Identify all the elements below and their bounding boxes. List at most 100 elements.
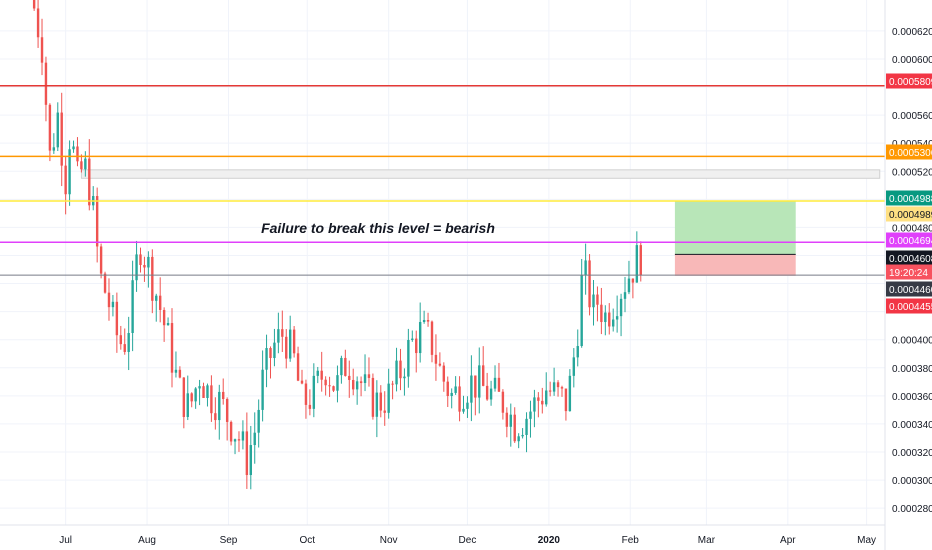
- candle-body: [143, 264, 146, 268]
- candle-body: [548, 390, 552, 392]
- price-label-bg: [886, 144, 932, 160]
- x-tick-label: Dec: [459, 535, 477, 546]
- candle-body: [48, 104, 52, 151]
- candle-body: [127, 332, 130, 352]
- candle-body: [174, 369, 178, 373]
- candle-body: [324, 379, 327, 386]
- candle-body: [304, 383, 308, 405]
- candle-body: [359, 381, 363, 384]
- loss-zone[interactable]: [674, 254, 796, 276]
- candle-body: [615, 316, 619, 320]
- candle-body: [123, 344, 126, 352]
- candle-body: [611, 319, 615, 327]
- candle-body: [285, 336, 288, 359]
- candle-body: [139, 254, 142, 265]
- candle-body: [115, 301, 119, 336]
- candle-body: [588, 260, 591, 308]
- horizontal-levels[interactable]: [0, 85, 885, 276]
- candle-body: [450, 392, 453, 397]
- price-label-bg: [886, 281, 932, 297]
- candle-body: [418, 321, 422, 354]
- candle-body: [352, 379, 355, 390]
- candle-body: [580, 275, 583, 347]
- candle-body: [564, 388, 568, 412]
- candle-body: [552, 382, 556, 392]
- candle-body: [155, 295, 158, 301]
- candle-body: [446, 381, 449, 397]
- candle-body: [178, 369, 182, 378]
- candle-body: [99, 246, 103, 274]
- candle-body: [336, 375, 339, 391]
- candle-body: [237, 439, 241, 441]
- candle-body: [466, 402, 469, 409]
- candle-body: [395, 360, 398, 385]
- candle-body: [300, 380, 304, 384]
- x-tick-label: Jul: [59, 535, 72, 546]
- candle-body: [462, 408, 465, 412]
- candle-body: [111, 301, 115, 308]
- candlesticks: [32, 0, 642, 490]
- candle-body: [631, 278, 635, 283]
- candle-body: [80, 161, 83, 170]
- candle-body: [509, 414, 512, 427]
- price-label-bg: [886, 190, 932, 206]
- candle-body: [312, 375, 316, 409]
- price-label-bg: [886, 232, 932, 248]
- candle-body: [214, 413, 217, 421]
- candle-body: [489, 388, 493, 400]
- candle-body: [556, 382, 560, 388]
- candle-body: [442, 365, 446, 382]
- price-labels: 0.0005809 0.0005306 0.0004988 0.0004989 0.00…: [886, 73, 932, 314]
- x-tick-label: Sep: [220, 535, 238, 546]
- candle-body: [592, 294, 595, 308]
- candle-body: [135, 254, 138, 281]
- candle-body: [474, 375, 477, 398]
- candle-body: [623, 292, 627, 299]
- candle-body: [190, 393, 193, 402]
- candle-body: [131, 280, 134, 333]
- candle-body: [158, 295, 162, 310]
- candle-body: [249, 445, 252, 476]
- candle-body: [265, 348, 268, 370]
- candle-body: [635, 245, 639, 283]
- candle-body: [478, 365, 481, 398]
- candle-body: [273, 342, 276, 359]
- candle-body: [64, 165, 67, 195]
- candle-body: [608, 312, 611, 327]
- candle-body: [332, 386, 335, 391]
- candle-body: [576, 346, 579, 358]
- candle-body: [537, 397, 540, 401]
- candle-body: [281, 329, 284, 337]
- candle-body: [560, 387, 564, 389]
- candle-body: [253, 432, 256, 446]
- candle-body: [600, 304, 603, 323]
- candle-body: [344, 357, 347, 376]
- candle-body: [407, 339, 410, 377]
- candle-body: [44, 62, 48, 105]
- candle-body: [320, 370, 323, 380]
- zone-rectangle[interactable]: [80, 169, 881, 179]
- candle-body: [501, 391, 505, 413]
- candle-body: [371, 377, 375, 417]
- profit-zone[interactable]: [674, 201, 796, 255]
- candle-body: [375, 392, 379, 417]
- candle-body: [533, 397, 536, 412]
- candle-body: [568, 375, 572, 412]
- grey-zone: [80, 169, 881, 179]
- long-position-tool[interactable]: [674, 201, 796, 276]
- candle-body: [166, 323, 170, 326]
- candle-body: [119, 335, 123, 345]
- candle-body: [521, 434, 524, 437]
- candle-body: [147, 256, 150, 268]
- price-label: 0.0005306: [889, 148, 932, 159]
- candle-body: [36, 8, 40, 38]
- candle-body: [493, 377, 497, 389]
- annotation-text[interactable]: Failure to break this level = bearish: [261, 220, 495, 236]
- candle-body: [415, 338, 418, 354]
- x-tick-label: Aug: [138, 535, 156, 546]
